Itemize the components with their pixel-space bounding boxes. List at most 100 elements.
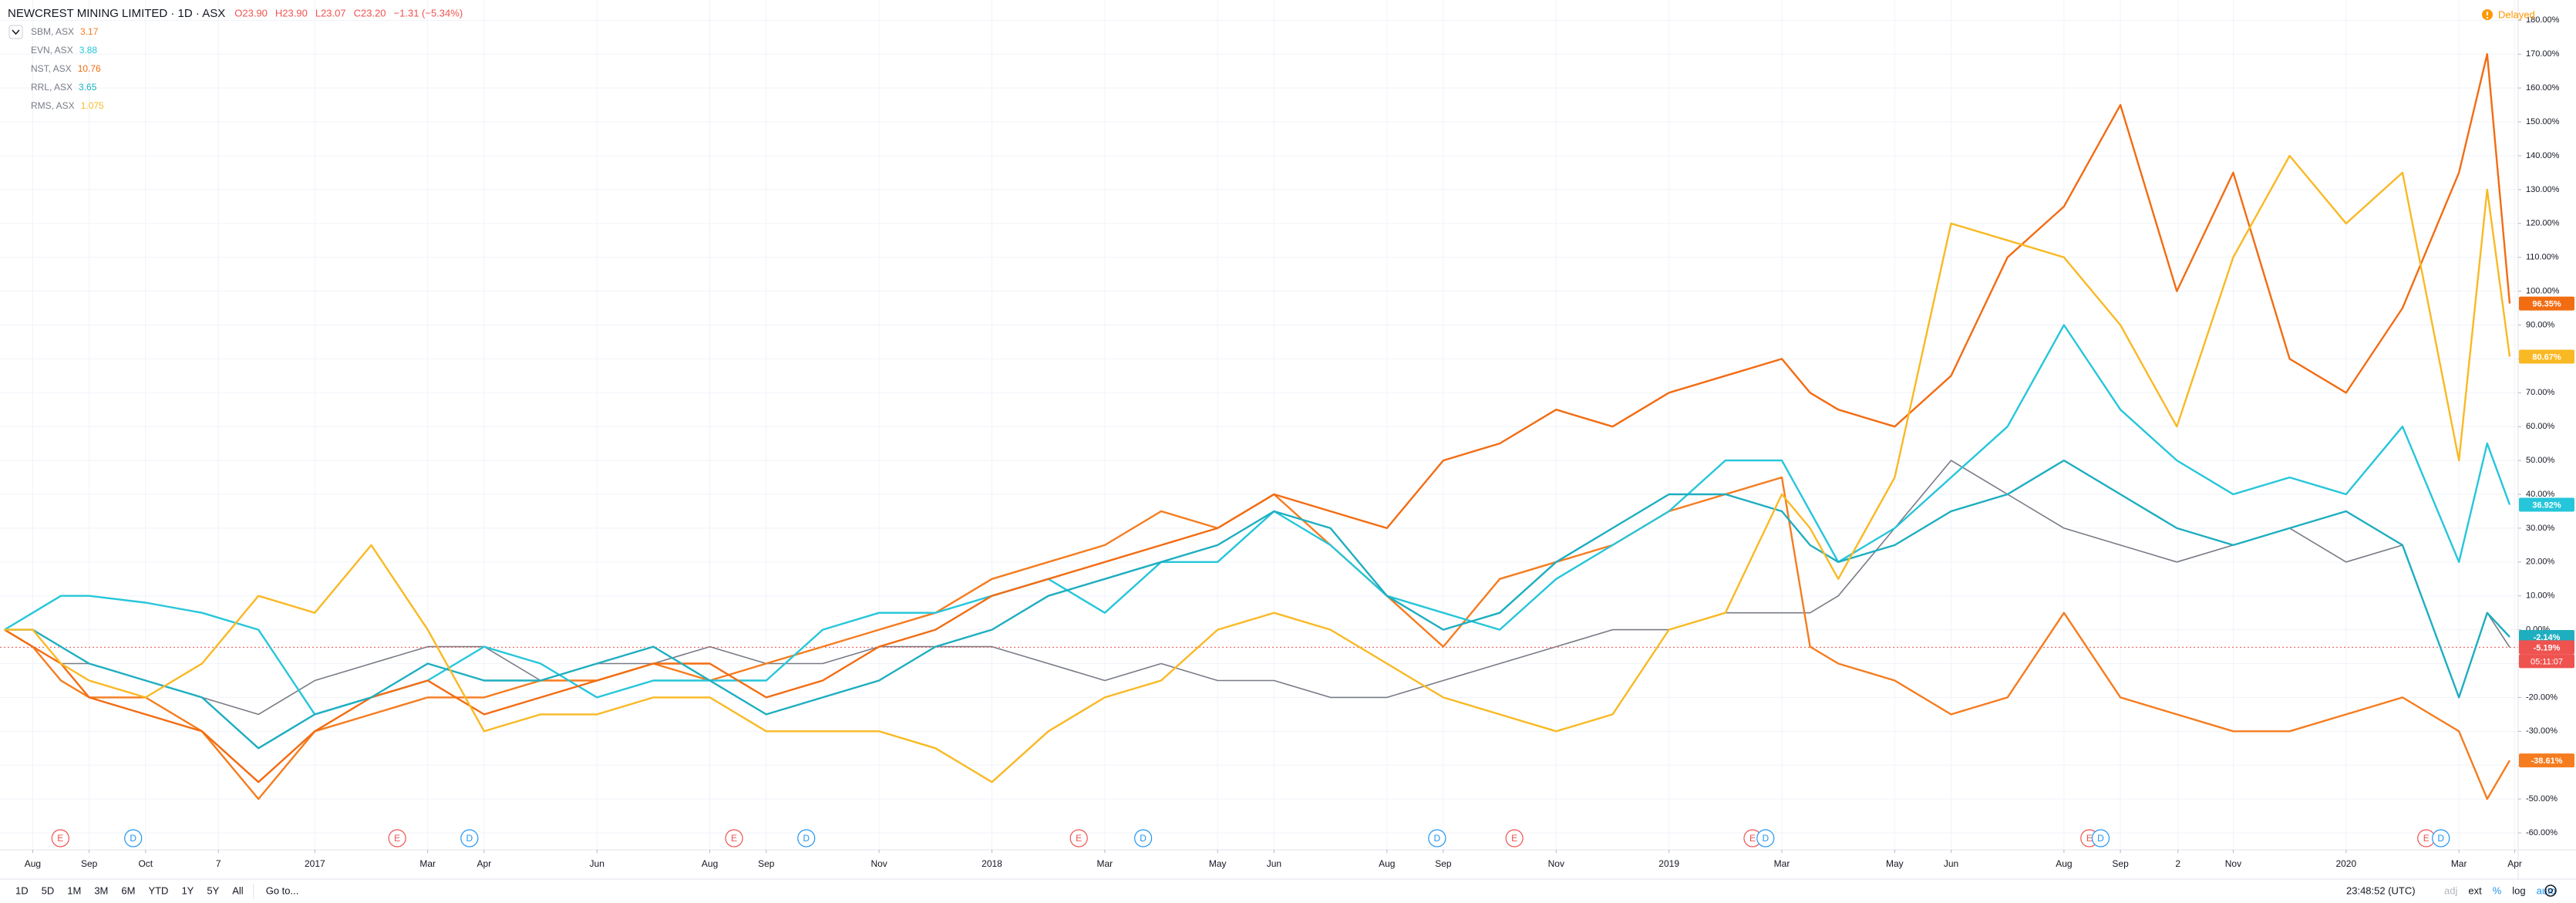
event-marker[interactable]	[51, 829, 69, 847]
ohlc-value: O23.90	[234, 7, 268, 19]
legend-value: 1.075	[81, 100, 104, 111]
scale-option[interactable]: ext	[2468, 884, 2482, 896]
settings-button[interactable]	[2544, 884, 2557, 897]
event-marker[interactable]	[2091, 829, 2110, 847]
goto-button[interactable]: Go to...	[266, 884, 299, 896]
y-tick-label: 10.00%	[2526, 591, 2555, 601]
clock: 23:48:52 (UTC)	[2346, 884, 2416, 896]
range-button[interactable]: 1Y	[181, 884, 194, 896]
series-line	[4, 154, 2511, 783]
legend-name: SBM, ASX	[31, 26, 74, 37]
event-marker[interactable]	[1505, 829, 1524, 847]
event-marker[interactable]	[725, 829, 743, 847]
event-marker[interactable]	[388, 829, 406, 847]
event-label: E	[2086, 833, 2093, 844]
scale-option[interactable]: log	[2512, 884, 2525, 896]
event-marker[interactable]	[797, 829, 816, 847]
scale-option[interactable]: adj	[2444, 884, 2457, 896]
event-label: D	[1434, 833, 1441, 844]
event-label: E	[1076, 833, 1082, 844]
legend-name: RMS, ASX	[31, 100, 75, 111]
event-marker[interactable]	[1069, 829, 1088, 847]
event-marker[interactable]	[2432, 829, 2450, 847]
legend-value: 3.17	[80, 26, 99, 37]
x-tick-label: Oct	[138, 858, 153, 869]
x-tick-label: Sep	[758, 858, 775, 869]
last-value-tag	[2519, 640, 2574, 655]
x-tick-label: Nov	[2225, 858, 2241, 869]
range-button[interactable]: YTD	[148, 884, 168, 896]
last-value-label: -5.19%	[2534, 643, 2561, 652]
y-tick-label: -30.00%	[2526, 726, 2557, 736]
range-button[interactable]: 1M	[67, 884, 81, 896]
y-tick-label: 120.00%	[2526, 219, 2560, 228]
last-value-label: 36.92%	[2532, 500, 2561, 510]
change-value: −1.31 (−5.34%)	[394, 7, 463, 19]
x-tick-label: Jun	[590, 858, 604, 869]
x-tick-label: 2	[2175, 858, 2180, 869]
range-button[interactable]: All	[232, 884, 244, 896]
range-button[interactable]: 6M	[121, 884, 135, 896]
x-tick-label: Apr	[2507, 858, 2522, 869]
y-tick-label: 40.00%	[2526, 490, 2555, 499]
range-button[interactable]: 5D	[42, 884, 55, 896]
scale-option[interactable]: %	[2493, 884, 2502, 896]
y-tick-label: 20.00%	[2526, 558, 2555, 567]
x-tick-label: May	[1886, 858, 1904, 869]
range-button[interactable]: 3M	[94, 884, 108, 896]
x-tick-label: Aug	[25, 858, 41, 869]
grid	[0, 0, 2518, 850]
ohlc-value: H23.90	[275, 7, 308, 19]
legend-value: 3.88	[79, 45, 98, 56]
y-tick-label: -50.00%	[2526, 794, 2557, 804]
event-label: D	[1140, 833, 1147, 844]
overlay: -60.00%-50.00%-40.00%-30.00%-20.00%-10.0…	[8, 7, 2574, 899]
y-tick-label: -20.00%	[2526, 692, 2557, 702]
legend-name: NST, ASX	[31, 63, 72, 74]
event-marker[interactable]	[1428, 829, 1446, 847]
range-button[interactable]: 1D	[15, 884, 29, 896]
event-label: D	[130, 833, 136, 844]
event-label: E	[2423, 833, 2430, 844]
event-label: D	[2437, 833, 2444, 844]
x-tick-label: May	[1209, 858, 1227, 869]
range-button[interactable]: 5Y	[207, 884, 219, 896]
delayed-icon-dot	[2486, 16, 2489, 19]
y-tick-label: 130.00%	[2526, 185, 2560, 194]
delayed-label: Delayed	[2498, 8, 2535, 20]
legend-toggle-icon	[12, 29, 20, 35]
event-label: D	[2097, 833, 2104, 844]
last-value-label: -2.14%	[2534, 633, 2561, 642]
x-tick-label: Sep	[2112, 858, 2129, 869]
legend-toggle[interactable]	[8, 25, 23, 39]
x-tick-label: Jun	[1944, 858, 1958, 869]
x-tick-label: Mar	[1097, 858, 1113, 869]
last-value-label: -38.61%	[2531, 756, 2563, 766]
x-tick-label: 2019	[1658, 858, 1679, 869]
event-label: E	[1749, 833, 1756, 844]
event-label: E	[394, 833, 400, 844]
series-line	[4, 459, 2510, 750]
x-tick-label: Mar	[2451, 858, 2467, 869]
y-tick-label: 90.00%	[2526, 320, 2555, 329]
event-label: D	[466, 833, 473, 844]
last-value-tag	[2519, 296, 2574, 311]
y-tick-label: 150.00%	[2526, 117, 2560, 126]
ohlc-value: L23.07	[315, 7, 346, 19]
x-tick-label: Sep	[81, 858, 98, 869]
last-value-tag	[2519, 497, 2574, 512]
y-tick-label: 30.00%	[2526, 524, 2555, 533]
event-marker[interactable]	[1134, 829, 1153, 847]
last-value-label: 80.67%	[2532, 352, 2561, 362]
event-marker[interactable]	[124, 829, 143, 847]
countdown-tag	[2519, 654, 2574, 669]
last-value-label: 96.35%	[2532, 300, 2561, 309]
x-tick-label: 2018	[982, 858, 1002, 869]
y-tick-label: 110.00%	[2526, 253, 2559, 262]
event-marker[interactable]	[1756, 829, 1775, 847]
scale-option[interactable]: auto	[2537, 884, 2556, 896]
x-tick-label: Aug	[702, 858, 718, 869]
event-marker[interactable]	[460, 829, 479, 847]
